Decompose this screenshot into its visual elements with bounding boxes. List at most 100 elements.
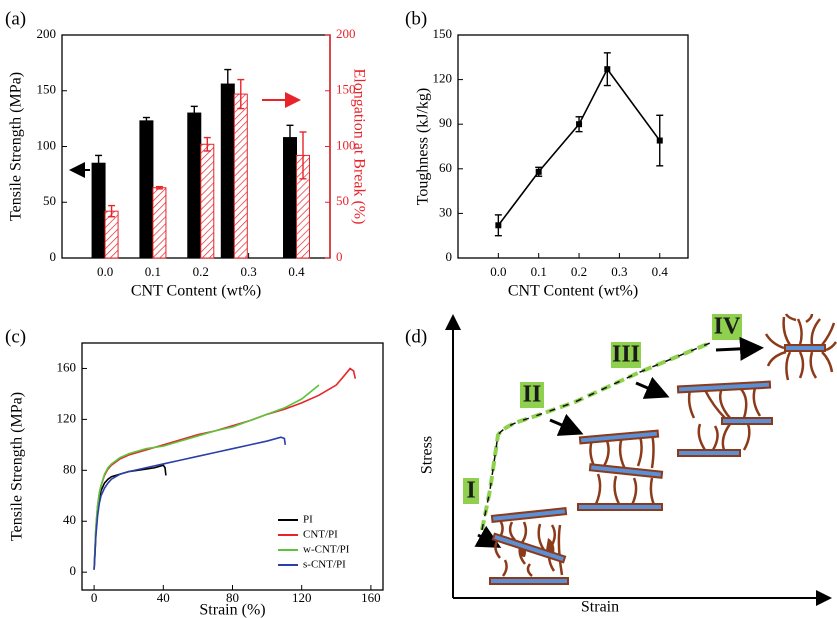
- panel-label: (d): [405, 326, 427, 347]
- y-tick-label: 60: [439, 160, 452, 175]
- series-line: [497, 67, 661, 226]
- series-line: [93, 384, 320, 570]
- x-axis-label: Strain (%): [199, 602, 265, 618]
- marker: [604, 66, 611, 73]
- y-tick-label: 120: [433, 71, 453, 86]
- diagram-shape: [611, 342, 641, 368]
- x-tick-label: 160: [361, 590, 381, 605]
- bar: [283, 137, 297, 259]
- error-bar: [190, 105, 198, 121]
- marker: [535, 168, 542, 175]
- diagram-shape: [474, 525, 502, 548]
- y-tick-label: 160: [57, 359, 77, 374]
- y-tick-label: 120: [57, 410, 77, 425]
- y2-tick-label: 100: [336, 137, 356, 152]
- y-tick-label: 0: [446, 249, 453, 264]
- diagram-shape: [784, 344, 826, 352]
- y-tick-label: 50: [43, 193, 56, 208]
- stage-label: I: [466, 478, 475, 504]
- diagram-shape: [549, 413, 584, 436]
- y-axis-label: Toughness (kJ/kg): [415, 88, 432, 206]
- legend-label: CNT/PI: [303, 529, 338, 541]
- bar: [187, 112, 202, 259]
- error-bar: [108, 204, 116, 218]
- error-bar: [299, 131, 307, 180]
- diagram-shape: [489, 577, 569, 585]
- plot-frame: [457, 34, 689, 259]
- y2-tick-label: 0: [336, 249, 343, 264]
- error-bar: [155, 185, 163, 190]
- x-tick-label: 0.2: [571, 264, 587, 279]
- marker: [576, 121, 583, 128]
- y-tick-label: 30: [439, 204, 452, 219]
- error-bar: [224, 68, 232, 100]
- diagram-shape: [687, 387, 762, 451]
- x-tick-label: 120: [292, 590, 312, 605]
- diagram-shape: [635, 376, 670, 399]
- diagram-shape: [589, 433, 656, 506]
- diagram-shape: [677, 449, 741, 457]
- x-tick-label: 0.2: [193, 264, 209, 279]
- bar: [220, 83, 235, 259]
- y-tick-label: 80: [63, 461, 76, 476]
- diagram-shape: [481, 342, 711, 531]
- diagram-shape: [491, 532, 567, 564]
- y2-tick-label: 200: [336, 26, 356, 41]
- y-tick-label: 100: [37, 137, 57, 152]
- y-tick-label: 0: [70, 563, 77, 578]
- error-bar: [95, 154, 103, 172]
- stage-label: IV: [714, 314, 741, 340]
- x-tick-label: 40: [157, 590, 170, 605]
- diagram-shape: [721, 417, 773, 425]
- diagram-shape: [577, 503, 663, 511]
- bar: [139, 120, 154, 259]
- marker: [656, 137, 663, 144]
- y-tick-label: 90: [439, 115, 452, 130]
- bar: [91, 162, 106, 259]
- y-tick-label: 150: [37, 82, 57, 97]
- x-tick-label: 0: [91, 590, 98, 605]
- y-tick-label: 150: [433, 26, 453, 41]
- y2-tick-label: 50: [336, 193, 349, 208]
- bar: [152, 187, 167, 259]
- x-tick-label: 0.1: [145, 264, 161, 279]
- legend-label: PI: [303, 514, 313, 526]
- stage-label: III: [612, 342, 640, 368]
- x-tick-label: 0.0: [97, 264, 113, 279]
- y-axis-label: Tensile Strength (MPa): [8, 72, 25, 221]
- series-line: [93, 436, 287, 570]
- diagram-shape: [712, 314, 742, 340]
- x-tick-label: 0.4: [288, 264, 305, 279]
- bar: [233, 93, 248, 259]
- x-tick-label: 0.3: [241, 264, 257, 279]
- y-tick-label: 0: [50, 249, 57, 264]
- series-line: [93, 464, 167, 570]
- y-tick-label: 200: [37, 26, 57, 41]
- diagram-shape: [520, 382, 544, 408]
- y2-tick-label: 150: [336, 82, 356, 97]
- error-bar: [237, 78, 245, 110]
- y-tick-label: 40: [63, 512, 76, 527]
- diagram-shape: [676, 380, 772, 394]
- error-bar: [203, 136, 211, 152]
- x-axis-label: CNT Content (wt%): [508, 283, 638, 300]
- bar: [200, 143, 215, 259]
- diagram-shape: [764, 313, 837, 381]
- x-tick-label: 80: [226, 590, 239, 605]
- x-tick-label: 0.3: [611, 264, 627, 279]
- stage-diagram: (d) Stress Strain I II III IV: [405, 313, 837, 616]
- y2-axis-label: Elongation at Break (%): [350, 69, 367, 225]
- x-axis-label: Strain: [581, 599, 619, 616]
- diagram-shape: [715, 336, 764, 361]
- bar: [104, 210, 119, 259]
- x-axis-label: CNT Content (wt%): [131, 283, 261, 300]
- diagram-shape: [490, 507, 568, 523]
- diagram-shape: [463, 478, 479, 504]
- diagram-shape: [578, 429, 660, 445]
- error-bar: [142, 116, 150, 125]
- x-tick-label: 0.1: [531, 264, 547, 279]
- legend-label: w-CNT/PI: [303, 544, 350, 556]
- x-tick-label: 0.0: [490, 264, 506, 279]
- error-bar: [286, 124, 294, 151]
